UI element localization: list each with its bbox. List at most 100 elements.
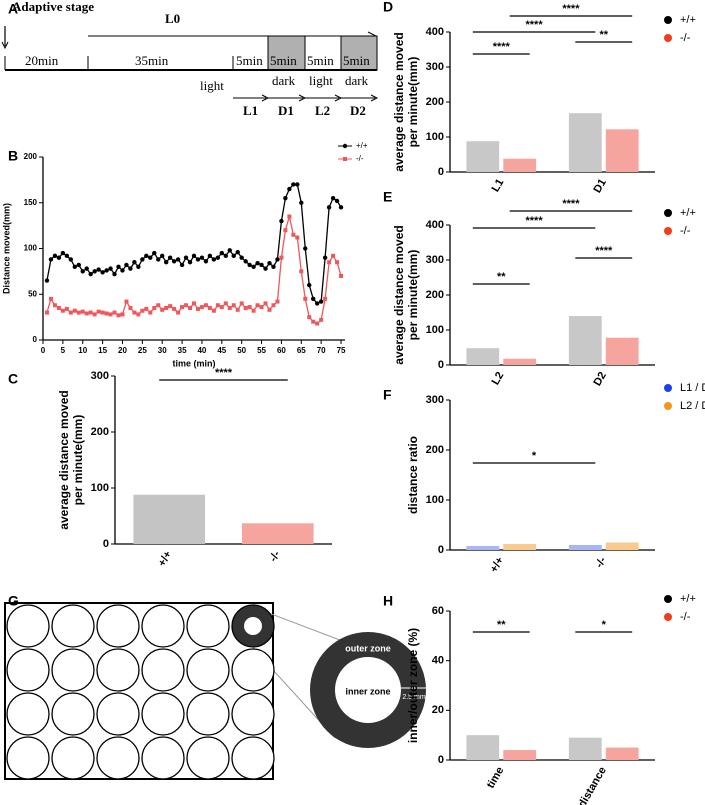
marker [148,310,153,315]
marker [219,250,225,256]
marker [287,186,292,192]
marker [88,271,93,277]
marker [271,264,276,269]
marker [179,262,185,268]
y-tick-label: 0 [438,359,444,371]
marker [48,296,53,301]
well [231,692,275,736]
marker [327,260,332,265]
segment: L1 [243,103,258,118]
arrow-head [1,41,9,50]
x-tick-label: L2 [490,370,507,387]
marker [140,308,145,313]
marker [112,310,117,315]
marker [180,305,185,310]
well [96,648,140,692]
marker [100,310,105,315]
well [51,648,95,692]
y-tick-label: 50 [28,289,37,298]
well [51,736,95,780]
marker [104,311,109,316]
marker [72,308,77,313]
marker [339,273,344,278]
panel-labels: A B C D E F G H [8,0,393,609]
marker [192,301,196,306]
y-tick-label: 300 [426,394,444,406]
marker [335,260,340,265]
marker [72,264,77,269]
marker [259,305,264,310]
marker [271,303,276,308]
marker [184,303,189,308]
marker [92,312,97,317]
x-tick-label: 25 [138,346,147,355]
legend-label: -/- [680,611,691,623]
well [186,604,230,648]
marker [80,309,85,314]
marker [322,255,328,260]
legend-marker [664,613,672,621]
x-tick-label: 5 [61,346,66,355]
y-tick-label: 400 [426,219,444,231]
significance-label: **** [525,215,543,227]
x-tick-label: 35 [178,346,187,355]
marker [136,312,141,317]
marker [299,269,304,274]
marker [227,248,232,253]
marker [215,255,221,260]
y-axis-label: inner/outer zone (%) [406,628,420,743]
marker [76,310,81,315]
bar [568,737,602,760]
marker [235,249,240,255]
legend-label: L2 / D2 [680,400,705,412]
x-tick-label: distance [576,765,609,805]
marker [263,301,268,306]
well [231,648,275,692]
marker [307,315,312,320]
marker [64,306,69,311]
phase: light [309,73,333,88]
marker [176,310,181,315]
marker [175,257,181,262]
legend-label: +/+ [356,141,368,150]
dark-box [340,35,378,71]
marker [195,306,200,311]
marker [195,257,201,262]
marker [183,255,189,260]
legend-marker [664,209,672,217]
marker [188,305,193,310]
marker [160,307,165,312]
bar [503,358,537,365]
marker [199,255,205,260]
y-tick-label: 200 [91,426,109,438]
marker [314,301,320,306]
marker [211,308,216,313]
marker [120,268,125,273]
marker [231,253,236,259]
x-tick-label: -/- [267,549,283,564]
marker [338,205,344,210]
phase: light [200,78,224,93]
marker [287,214,292,219]
y-tick-label: 150 [24,198,38,207]
marker [60,250,66,256]
inner-zone [335,657,401,723]
marker [275,257,280,262]
panel-label: A [8,1,18,17]
marker [191,253,197,259]
bar [466,735,500,760]
marker [172,306,177,311]
panel-label: F [383,387,392,403]
marker [104,268,109,273]
x-tick-label: 10 [78,346,87,355]
marker [211,257,217,262]
bar [466,141,500,172]
legend-label: -/- [680,225,691,237]
l0-label: L0 [165,11,180,26]
marker [318,299,324,304]
marker [140,257,145,262]
marker [124,262,129,268]
legend-marker [664,34,672,42]
well [96,692,140,736]
marker [148,255,153,260]
